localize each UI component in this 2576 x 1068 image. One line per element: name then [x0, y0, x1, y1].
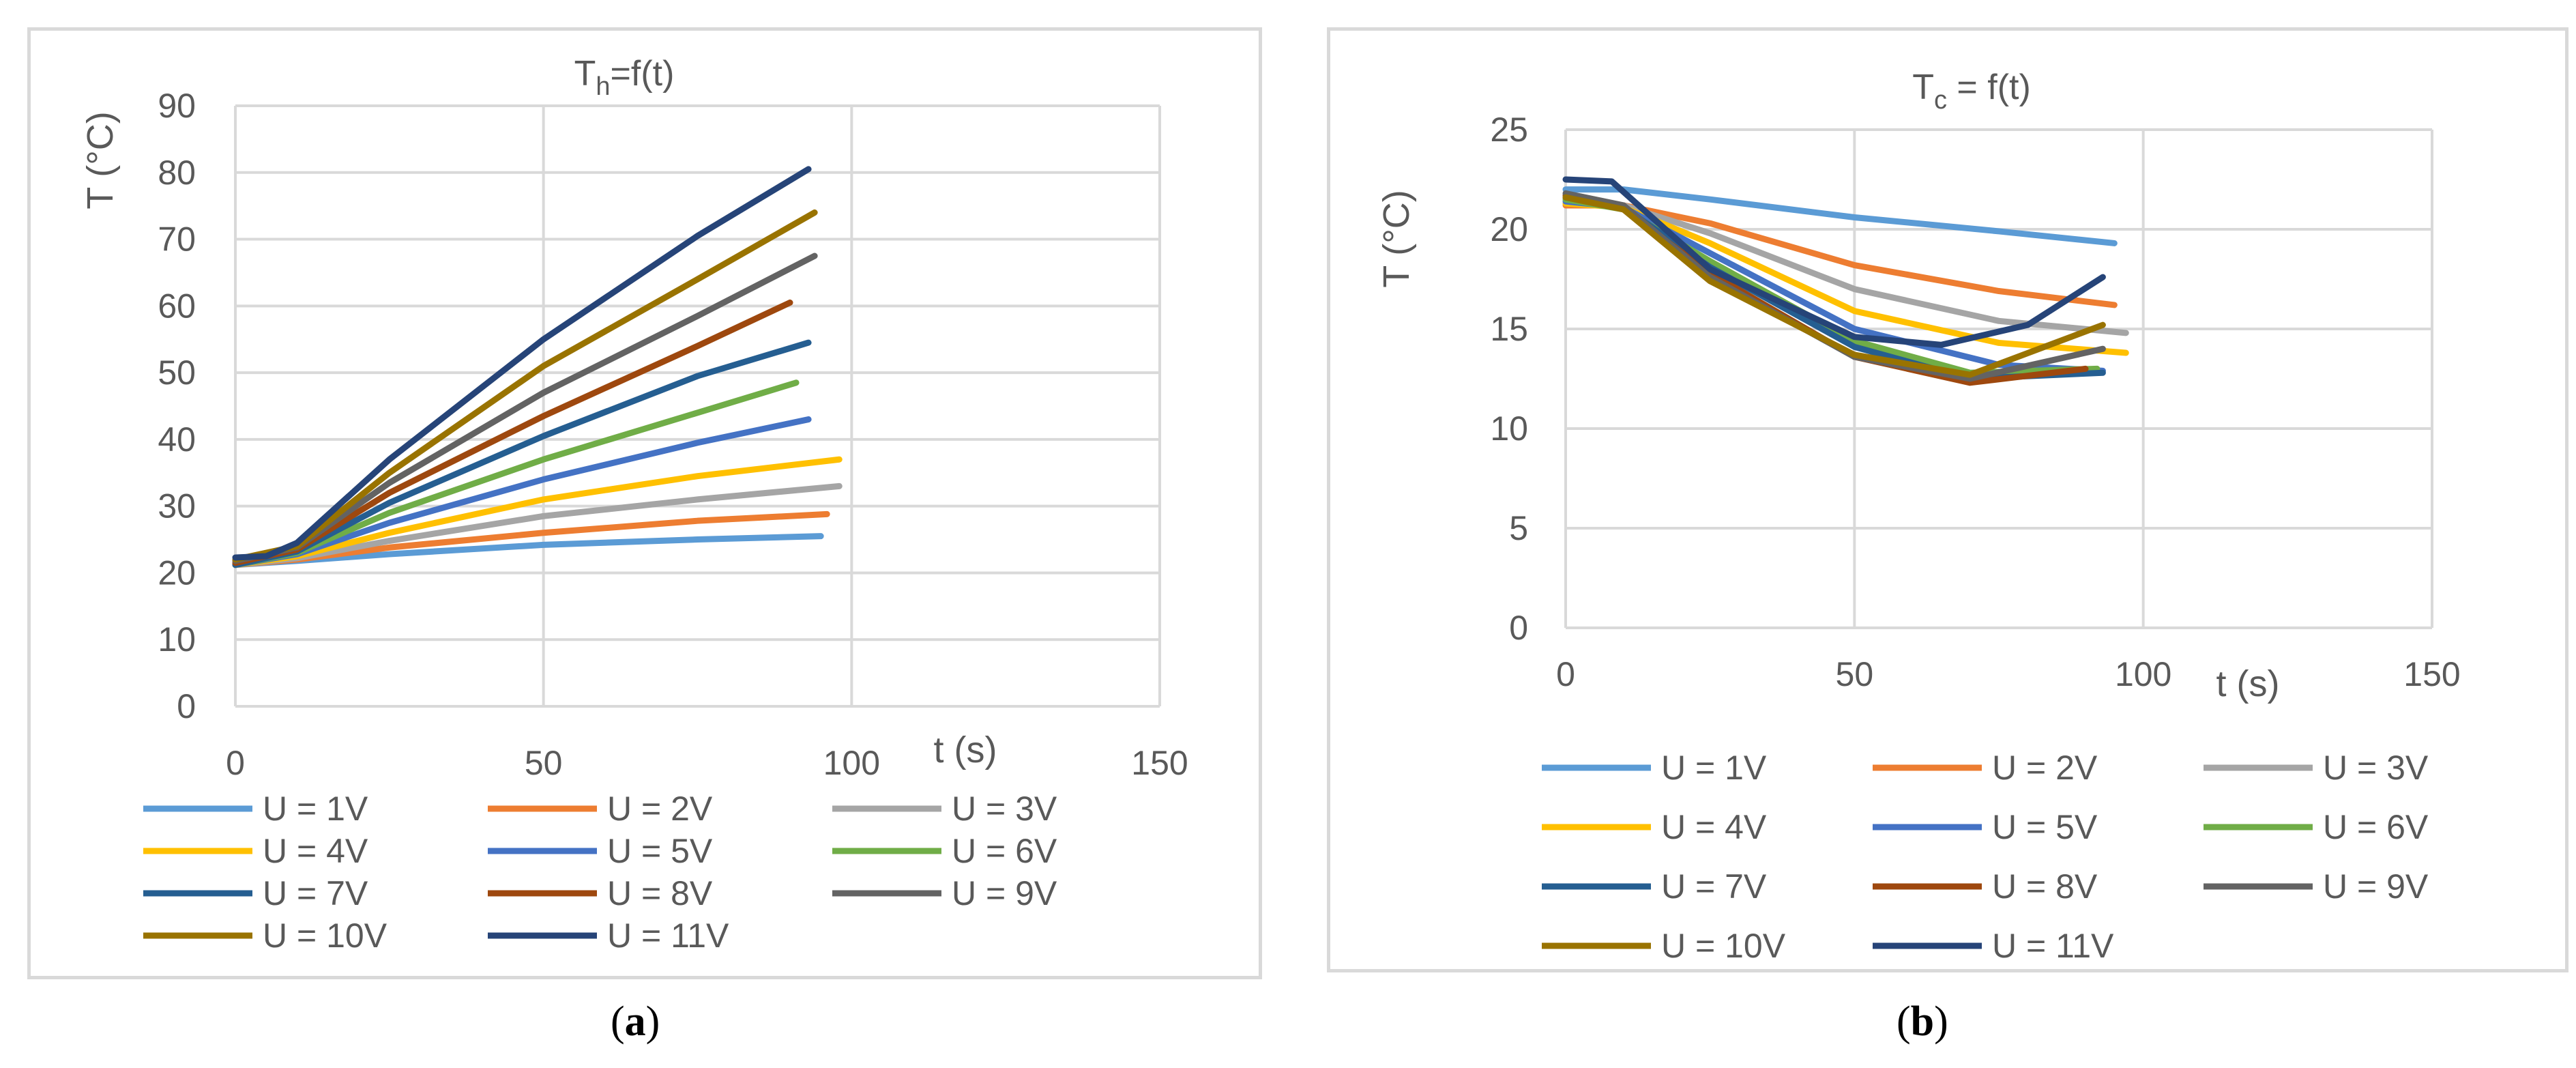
chart-b-legend-label-10: U = 10V — [1661, 927, 1786, 965]
chart-a-xtick-label: 100 — [823, 744, 880, 782]
chart-b-title-rest: = f(t) — [1947, 68, 2031, 107]
chart-a-series-line-11 — [232, 166, 812, 561]
chart-b-legend-label-3: U = 3V — [2323, 749, 2429, 787]
chart-b-ytick-label: 0 — [1509, 609, 1528, 647]
chart-panel-a: 0 10 20 30 40 50 60 70 80 90 0 50 100 150 Th=f(t) T (°C… — [27, 27, 1262, 979]
chart-a-xtick-label: 50 — [525, 744, 563, 782]
chart-b-title: Tc = f(t) — [1912, 68, 2031, 115]
chart-a-ylabel: T (°C) — [80, 111, 121, 210]
chart-a-legend-label-8: U = 8V — [607, 874, 713, 912]
chart-a-legend-label-4: U = 4V — [263, 832, 368, 870]
chart-b-legend-label-5: U = 5V — [1992, 808, 2098, 846]
chart-a-legend-label-1: U = 1V — [263, 790, 368, 828]
chart-b-ytick-label: 25 — [1490, 111, 1528, 149]
chart-a-legend-label-11: U = 11V — [607, 917, 729, 955]
chart-a-title: Th=f(t) — [574, 54, 675, 101]
chart-b-legend-label-6: U = 6V — [2323, 808, 2429, 846]
chart-a-ytick-label: 90 — [158, 87, 196, 125]
chart-a-title-rest: =f(t) — [611, 54, 675, 93]
chart-b-legend-label-11: U = 11V — [1992, 927, 2114, 965]
chart-b-legend-label-2: U = 2V — [1992, 749, 2098, 787]
chart-a-ytick-label: 60 — [158, 287, 196, 325]
caption-a: (a) — [611, 998, 660, 1045]
chart-b-legend-label-8: U = 8V — [1992, 867, 2098, 906]
chart-a-series-line-4 — [232, 456, 843, 568]
chart-panel-b: 0 5 10 15 20 25 0 50 100 150 Tc = f(t) T (°C) t (s) U… — [1327, 27, 2568, 972]
chart-b-ytick-label: 5 — [1509, 509, 1528, 547]
chart-a-ytick-label: 70 — [158, 220, 196, 259]
chart-b-legend-label-4: U = 4V — [1661, 808, 1767, 846]
chart-a-legend-label-6: U = 6V — [952, 832, 1057, 870]
chart-a-title-sub: h — [596, 72, 610, 101]
chart-a-xtick-label: 0 — [226, 744, 245, 782]
chart-b-xtick-label: 50 — [1836, 655, 1874, 693]
chart-a-xtick-label: 150 — [1131, 744, 1188, 782]
chart-b-title-main: T — [1912, 68, 1934, 107]
chart-a-ytick-label: 20 — [158, 553, 196, 592]
chart-a-legend-label-9: U = 9V — [952, 874, 1057, 912]
chart-b-series-line-10 — [1562, 194, 2106, 378]
chart-a-ytick-label: 0 — [177, 687, 196, 725]
chart-a-ytick-label: 80 — [158, 154, 196, 192]
chart-b-xtick-label: 0 — [1556, 655, 1575, 693]
chart-a-ytick-label: 50 — [158, 353, 196, 392]
chart-a-ytick-label: 40 — [158, 420, 196, 459]
chart-a-legend-label-3: U = 3V — [952, 790, 1057, 828]
chart-b-xtick-label: 100 — [2115, 655, 2171, 693]
chart-a-legend-label-2: U = 2V — [607, 790, 713, 828]
chart-a-svg: 0 10 20 30 40 50 60 70 80 90 0 50 100 150 Th=f(t) T (°C… — [80, 54, 1188, 955]
chart-a-legend-label-5: U = 5V — [607, 832, 713, 870]
chart-b-legend-label-7: U = 7V — [1661, 867, 1767, 906]
chart-b-series-line-9 — [1562, 190, 2106, 382]
chart-b-legend-label-1: U = 1V — [1661, 749, 1767, 787]
chart-b-xtick-label: 150 — [2403, 655, 2460, 693]
caption-b-label: b — [1910, 998, 1935, 1045]
chart-b-svg: 0 5 10 15 20 25 0 50 100 150 Tc = f(t) T (°C) t (s) U… — [1376, 68, 2461, 965]
chart-a-legend-label-7: U = 7V — [263, 874, 368, 912]
caption-b: (b) — [1897, 998, 1948, 1045]
chart-a-series-line-9 — [232, 252, 818, 564]
chart-b-ytick-label: 10 — [1490, 409, 1528, 448]
chart-b-legend-label-9: U = 9V — [2323, 867, 2429, 906]
chart-a-title-main: T — [574, 54, 596, 93]
chart-b-ytick-label: 15 — [1490, 310, 1528, 348]
chart-b-ylabel: T (°C) — [1376, 190, 1417, 288]
chart-b-title-sub: c — [1934, 86, 1947, 115]
chart-a-ytick-label: 30 — [158, 487, 196, 525]
chart-b-xlabel: t (s) — [2216, 663, 2280, 704]
chart-b-ytick-label: 20 — [1490, 210, 1528, 248]
chart-a-legend-label-10: U = 10V — [263, 917, 387, 955]
chart-b-series-line-11 — [1562, 176, 2106, 348]
chart-a-xlabel: t (s) — [934, 730, 997, 770]
caption-a-label: a — [624, 998, 646, 1045]
chart-a-ytick-label: 10 — [158, 620, 196, 659]
chart-b-series-line-1 — [1562, 186, 2118, 246]
